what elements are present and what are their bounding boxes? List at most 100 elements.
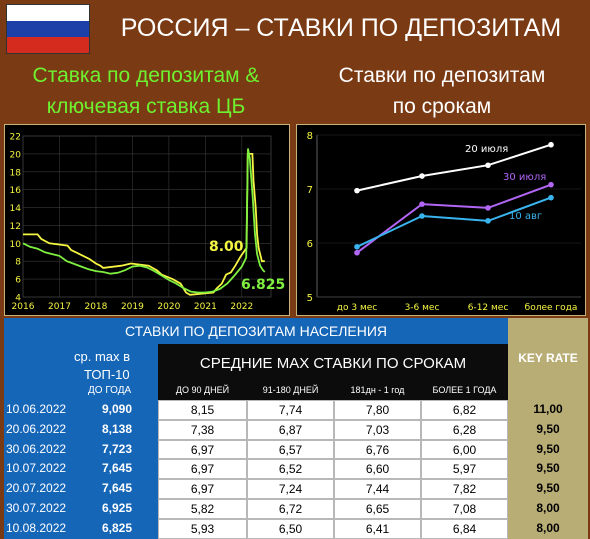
series-point <box>419 201 425 207</box>
max-header-line-2: ТОП-10 <box>84 367 130 382</box>
row-term-rate: 6,65 <box>334 499 421 519</box>
x-tick-label: 2019 <box>121 302 144 312</box>
row-term-rate: 6,60 <box>334 459 421 480</box>
series-point <box>354 249 360 256</box>
row-term-rate: 6,52 <box>247 459 334 480</box>
y-tick-label: 8 <box>15 258 21 268</box>
plot-area <box>22 135 272 298</box>
terms-header-title: СРЕДНИЕ МАХ СТАВКИ ПО СРОКАМ <box>199 355 467 372</box>
term-rates-line-chart: 5 6 7 8 до 3 мес 3-6 мес 6-12 мес более года 20 … <box>296 124 586 316</box>
max-header-line-1: ср. max в <box>74 349 131 364</box>
row-key-rate: 9,50 <box>536 461 560 476</box>
y-tick-label: 8 <box>307 131 313 142</box>
y-tick-label: 18 <box>10 168 22 178</box>
column-header: 181дн - 1 год <box>350 385 405 395</box>
row-key-rate: 8,00 <box>536 520 560 535</box>
series-point <box>485 205 491 211</box>
row-term-rate: 8,15 <box>158 400 247 420</box>
flag-stripe-blue <box>7 21 89 37</box>
series-point <box>354 243 360 250</box>
row-term-rate: 6,97 <box>158 479 247 499</box>
row-date: 10.08.2022 <box>6 520 67 535</box>
row-key-rate: 11,00 <box>533 402 563 416</box>
x-tick-label: 2020 <box>157 302 180 312</box>
row-date: 30.06.2022 <box>6 441 67 456</box>
y-tick-label: 20 <box>10 150 22 160</box>
flag-stripe-red <box>7 37 89 53</box>
page-title: РОССИЯ – СТАВКИ ПО ДЕПОЗИТАМ <box>120 14 562 42</box>
row-term-rate: 7,08 <box>421 499 508 519</box>
deposit-rate-line <box>22 148 266 294</box>
row-term-rate: 6,87 <box>247 419 334 440</box>
right-subtitle-line-1: Ставки по депозитам <box>338 64 546 87</box>
row-top10-max: 8,138 <box>101 421 132 436</box>
row-date: 20.06.2022 <box>6 421 67 436</box>
left-subtitle-line-2: ключевая ставка ЦБ <box>46 95 246 118</box>
x-tick-label: 2016 <box>12 302 35 312</box>
history-line-chart: 4 6 8 10 12 14 16 18 20 22 2016 2017 2018 2019 2020 202… <box>4 124 290 316</box>
x-tick-label: 2018 <box>84 302 107 312</box>
row-top10-max: 6,925 <box>101 501 132 515</box>
row-term-rate: 6,72 <box>247 499 334 519</box>
y-tick-label: 4 <box>15 294 21 304</box>
row-term-rate: 6,97 <box>158 439 247 460</box>
key-rate-header: KEY RATE <box>508 318 588 400</box>
right-chart-subtitle: Ставки по депозитам по срокам <box>298 60 586 122</box>
row-key-rate: 9,50 <box>536 441 560 456</box>
row-term-rate: 5,82 <box>158 499 247 519</box>
row-term-rate: 6,97 <box>158 459 247 480</box>
key-column-bg <box>508 400 588 539</box>
right-subtitle-line-2: по срокам <box>392 95 492 118</box>
column-header: 91-180 ДНЕЙ <box>262 385 319 395</box>
row-top10-max: 6,825 <box>101 520 132 535</box>
key-rate-line <box>23 153 265 296</box>
row-top10-max: 7,723 <box>101 441 132 456</box>
row-term-rate: 6,41 <box>334 518 421 539</box>
series-line <box>356 143 552 192</box>
column-header: БОЛЕЕ 1 ГОДА <box>432 385 497 395</box>
column-header: ДО 90 ДНЕЙ <box>175 385 230 395</box>
series-point <box>548 194 554 201</box>
left-chart-subtitle: Ставка по депозитам & ключевая ставка ЦБ <box>4 60 288 122</box>
row-term-rate: 7,38 <box>158 419 247 440</box>
x-tick-label: 6-12 мес <box>468 303 509 313</box>
row-top10-max: 7,645 <box>101 461 132 476</box>
series-label: 10 авг <box>509 211 542 222</box>
y-tick-label: 22 <box>10 133 21 143</box>
deposit-rates-table: СТАВКИ ПО ДЕПОЗИТАМ НАСЕЛЕНИЯ KEY RATE ср.… <box>4 318 588 539</box>
left-subtitle-line-1: Ставка по депозитам & <box>32 64 260 87</box>
x-tick-label: до 3 мес <box>337 303 378 313</box>
row-date: 10.06.2022 <box>6 402 67 416</box>
russia-flag-icon <box>6 4 90 54</box>
x-tick-label: более года <box>525 303 578 313</box>
y-tick-label: 10 <box>10 240 22 250</box>
y-tick-label: 6 <box>307 239 313 250</box>
series-point <box>485 162 491 169</box>
row-term-rate: 6,28 <box>421 419 508 440</box>
row-term-rate: 5,97 <box>421 459 508 480</box>
row-key-rate: 8,00 <box>536 501 560 515</box>
max-header-cell <box>4 344 158 400</box>
row-date: 10.07.2022 <box>6 461 67 476</box>
row-top10-max: 9,090 <box>101 402 132 416</box>
series-point <box>548 181 554 188</box>
annotation-deposit-rate: 6.825 <box>241 277 285 293</box>
series-line <box>356 196 552 248</box>
y-tick-label: 16 <box>10 186 22 196</box>
row-term-rate: 7,82 <box>421 479 508 499</box>
x-tick-label: 3-6 мес <box>405 303 440 313</box>
series-line <box>356 183 552 254</box>
row-key-rate: 9,50 <box>536 421 560 436</box>
row-term-rate: 7,03 <box>334 419 421 440</box>
term-chart-svg: 5 6 7 8 до 3 мес 3-6 мес 6-12 мес более года 20 … <box>307 131 581 313</box>
row-term-rate: 6,82 <box>421 400 508 420</box>
y-tick-label: 5 <box>307 293 313 304</box>
row-term-rate: 6,57 <box>247 439 334 460</box>
row-key-rate: 9,50 <box>536 481 560 496</box>
max-header-line-3: ДО ГОДА <box>88 385 132 396</box>
row-term-rate: 7,74 <box>247 400 334 420</box>
row-top10-max: 7,645 <box>101 481 132 496</box>
row-term-rate: 7,44 <box>334 479 421 499</box>
row-term-rate: 7,80 <box>334 400 421 420</box>
